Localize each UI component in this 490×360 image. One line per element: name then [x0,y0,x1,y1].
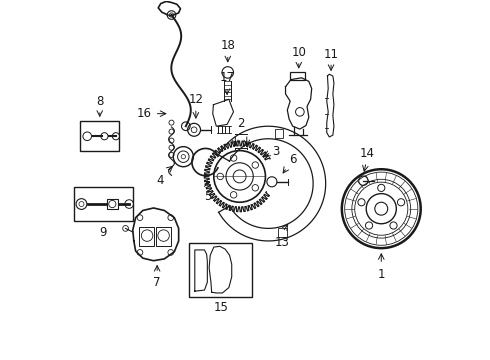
Text: 18: 18 [220,39,235,52]
Text: 17: 17 [220,71,235,84]
Text: 9: 9 [99,226,107,239]
Bar [74,187,133,221]
Text: 12: 12 [188,94,203,107]
Text: 7: 7 [153,276,161,289]
Text: 6: 6 [289,153,296,166]
Text: 1: 1 [377,268,385,281]
Text: 2: 2 [237,117,245,130]
Bar [275,129,283,138]
Text: 16: 16 [137,107,152,120]
Bar [80,121,120,151]
Text: 5: 5 [204,190,211,203]
Text: 10: 10 [292,46,306,59]
Bar [190,243,252,297]
Bar [290,72,304,80]
Text: 11: 11 [323,48,339,60]
Text: 14: 14 [360,147,374,160]
Text: 3: 3 [272,145,280,158]
Text: 13: 13 [274,235,290,249]
Text: 15: 15 [213,301,228,314]
Bar [107,199,118,210]
Bar [278,228,287,237]
Bar [139,226,154,246]
Bar [156,226,171,246]
Text: 8: 8 [96,95,103,108]
Text: 4: 4 [156,174,164,187]
